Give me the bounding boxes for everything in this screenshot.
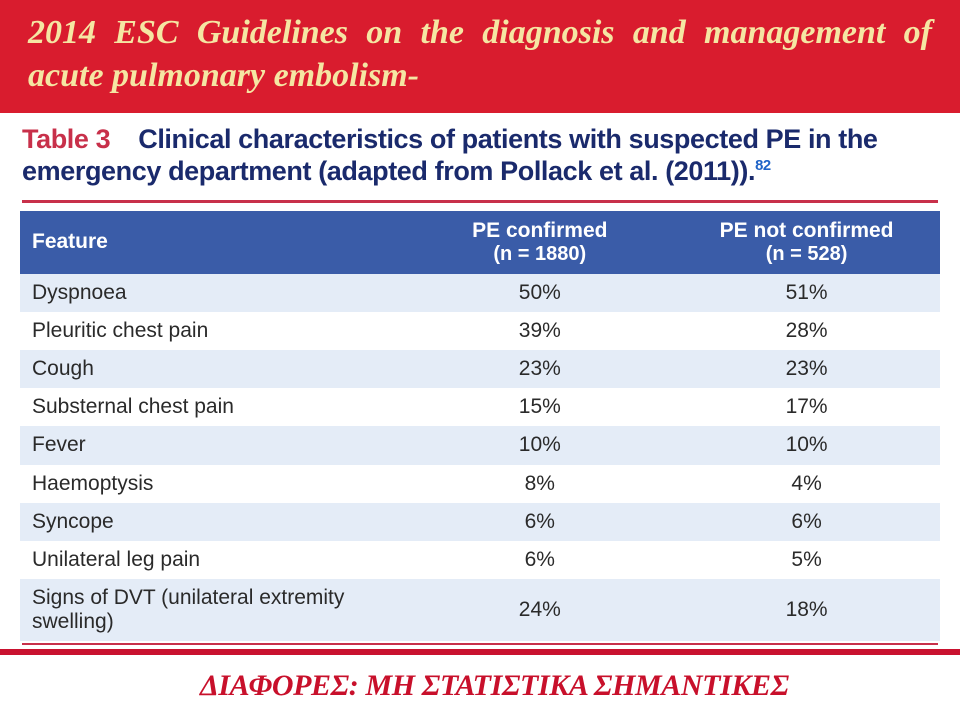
table-row: Haemoptysis8%4% [20, 465, 940, 503]
cell-confirmed: 8% [406, 465, 673, 503]
cell-feature: Pleuritic chest pain [20, 312, 406, 350]
col-notconfirmed-label: PE not confirmed [720, 219, 894, 242]
divider [22, 643, 938, 645]
cell-feature: Unilateral leg pain [20, 541, 406, 579]
cell-confirmed: 6% [406, 503, 673, 541]
col-confirmed: PE confirmed (n = 1880) [406, 211, 673, 274]
reference-superscript: 82 [755, 158, 771, 174]
table-row: Dyspnoea50%51% [20, 274, 940, 312]
cell-feature: Substernal chest pain [20, 388, 406, 426]
clinical-table: Feature PE confirmed (n = 1880) PE not c… [20, 211, 940, 642]
table-caption-text: Clinical characteristics of patients wit… [22, 124, 878, 186]
cell-notconfirmed: 17% [673, 388, 940, 426]
col-confirmed-label: PE confirmed [472, 219, 607, 242]
cell-confirmed: 50% [406, 274, 673, 312]
cell-notconfirmed: 23% [673, 350, 940, 388]
table-region: Table 3Clinical characteristics of patie… [0, 113, 960, 645]
cell-confirmed: 24% [406, 579, 673, 641]
col-notconfirmed-n: (n = 528) [685, 243, 928, 266]
cell-notconfirmed: 10% [673, 426, 940, 464]
divider [22, 200, 938, 203]
table-caption: Table 3Clinical characteristics of patie… [20, 117, 940, 196]
cell-notconfirmed: 6% [673, 503, 940, 541]
table-row: Cough23%23% [20, 350, 940, 388]
cell-confirmed: 10% [406, 426, 673, 464]
cell-feature: Fever [20, 426, 406, 464]
cell-notconfirmed: 51% [673, 274, 940, 312]
cell-confirmed: 39% [406, 312, 673, 350]
table-label: Table 3 [22, 124, 110, 154]
table-row: Pleuritic chest pain39%28% [20, 312, 940, 350]
footer-note: ΔΙΑΦΟΡΕΣ: ΜΗ ΣΤΑΤΙΣΤΙΚΑ ΣΗΜΑΝΤΙΚΕΣ [0, 655, 960, 703]
col-feature: Feature [20, 211, 406, 274]
cell-feature: Haemoptysis [20, 465, 406, 503]
cell-confirmed: 23% [406, 350, 673, 388]
table-row: Syncope6%6% [20, 503, 940, 541]
col-notconfirmed: PE not confirmed (n = 528) [673, 211, 940, 274]
table-header-row: Feature PE confirmed (n = 1880) PE not c… [20, 211, 940, 274]
cell-feature: Cough [20, 350, 406, 388]
cell-confirmed: 6% [406, 541, 673, 579]
table-row: Fever10%10% [20, 426, 940, 464]
cell-notconfirmed: 4% [673, 465, 940, 503]
table-row: Signs of DVT (unilateral extremity swell… [20, 579, 940, 641]
table-row: Unilateral leg pain6%5% [20, 541, 940, 579]
cell-feature: Dyspnoea [20, 274, 406, 312]
cell-feature: Signs of DVT (unilateral extremity swell… [20, 579, 406, 641]
cell-notconfirmed: 5% [673, 541, 940, 579]
table-row: Substernal chest pain15%17% [20, 388, 940, 426]
col-confirmed-n: (n = 1880) [418, 243, 661, 266]
cell-notconfirmed: 28% [673, 312, 940, 350]
cell-notconfirmed: 18% [673, 579, 940, 641]
cell-feature: Syncope [20, 503, 406, 541]
slide-title: 2014 ESC Guidelines on the diagnosis and… [0, 0, 960, 113]
cell-confirmed: 15% [406, 388, 673, 426]
